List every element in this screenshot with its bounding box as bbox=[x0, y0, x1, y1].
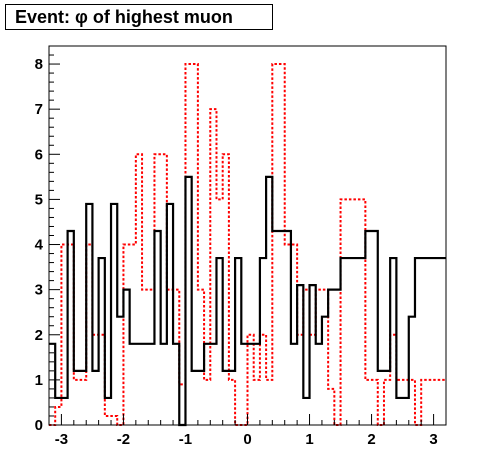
x-tick-label: -2 bbox=[117, 431, 130, 448]
axis-layer: -3 -2 -1 0 1 2 3 0 1 2 3 4 5 6 7 8 bbox=[35, 45, 447, 448]
y-tick-label: 5 bbox=[35, 191, 43, 208]
y-tick-label: 1 bbox=[35, 372, 43, 389]
x-tick-label: -3 bbox=[55, 431, 68, 448]
series-0-line bbox=[49, 175, 446, 427]
x-tick-label: 1 bbox=[305, 431, 313, 448]
y-tick-label: 6 bbox=[35, 146, 43, 163]
chart-title: Event: φ of highest muon bbox=[5, 4, 273, 30]
x-tick-label: -1 bbox=[179, 431, 192, 448]
y-tick-label: 8 bbox=[35, 56, 43, 73]
x-tick-label: 2 bbox=[367, 431, 375, 448]
x-tick-label: 0 bbox=[243, 431, 251, 448]
x-tick-label: 3 bbox=[429, 431, 437, 448]
series-0 bbox=[49, 175, 446, 427]
y-tick-label: 0 bbox=[35, 417, 43, 434]
y-tick-label: 7 bbox=[35, 101, 43, 118]
y-tick-label: 3 bbox=[35, 282, 43, 299]
y-tick-label: 2 bbox=[35, 327, 43, 344]
y-tick-label: 4 bbox=[35, 237, 44, 254]
series-layer bbox=[49, 63, 446, 427]
